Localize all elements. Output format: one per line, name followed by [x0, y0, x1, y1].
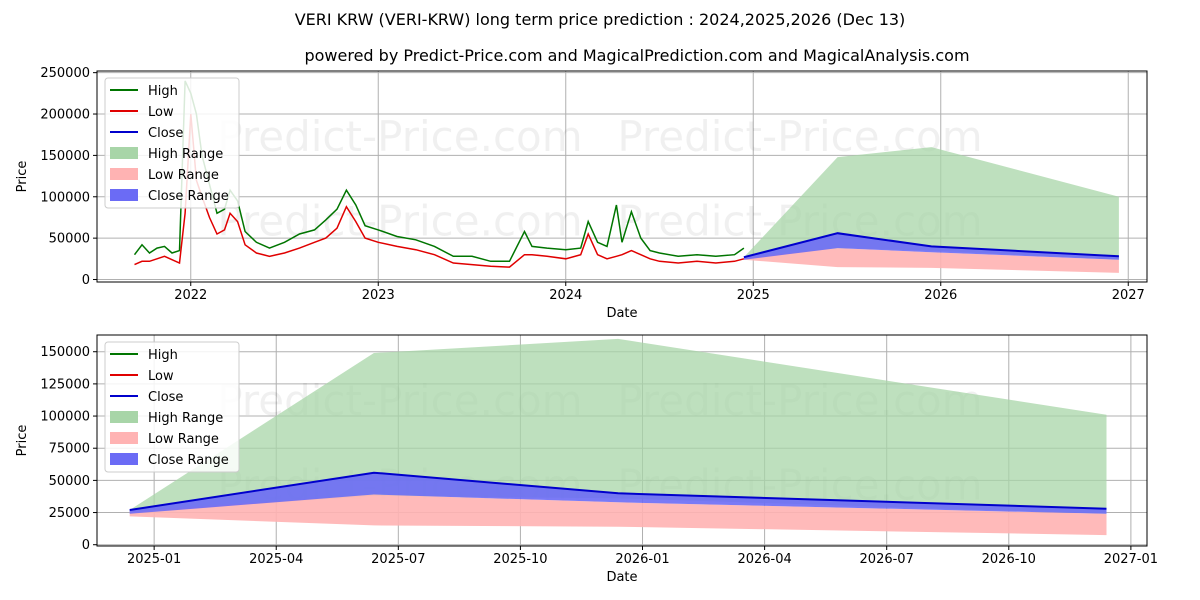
x-tick-label: 2022	[174, 288, 207, 303]
high-range-band	[129, 338, 1107, 514]
legend-box	[104, 77, 240, 209]
legend-label: Close Range	[148, 189, 229, 204]
chart-legend: High Low Close High Range Low Range Close Ran…	[104, 77, 240, 209]
legend-swatch-patch	[110, 168, 138, 180]
legend-label: High Range	[148, 147, 223, 162]
x-tick-label: 2023	[362, 288, 395, 303]
legend-label: Low	[148, 369, 174, 384]
x-tick-label: 2024	[549, 288, 582, 303]
x-tick-label: 2025	[737, 288, 770, 303]
legend-swatch-patch	[110, 432, 138, 444]
x-tick-label: 2026-07	[860, 552, 914, 567]
legend-label: High	[148, 84, 178, 99]
y-tick-label: 250000	[40, 66, 90, 81]
x-tick-label: 2025-04	[249, 552, 303, 567]
y-tick-label: 0	[82, 538, 90, 553]
y-tick-label: 150000	[40, 149, 90, 164]
top-chart-panel: Predict-Price.com Predict-Price.comPredic…	[15, 66, 1148, 321]
legend-label: Low	[148, 105, 174, 120]
legend-label: Low Range	[148, 432, 219, 447]
bottom-chart-panel: Predict-Price.comPredict-Price.comPredic…	[15, 334, 1158, 585]
legend-label: High	[148, 348, 178, 363]
x-tick-label: 2026-04	[737, 552, 791, 567]
y-tick-label: 125000	[40, 377, 90, 392]
chart-legend: High Low Close High Range Low Range Close Ran…	[104, 341, 240, 473]
y-tick-label: 50000	[49, 474, 90, 489]
x-tick-label: 2027-01	[1104, 552, 1158, 567]
x-tick-label: 2026	[924, 288, 957, 303]
plot-frame	[96, 70, 1148, 283]
legend-label: Close Range	[148, 453, 229, 468]
legend-label: Close	[148, 126, 183, 141]
y-tick-label: 100000	[40, 190, 90, 205]
low-range-band	[129, 494, 1107, 536]
legend-label: Low Range	[148, 168, 219, 183]
close-range-band	[129, 472, 1107, 514]
y-tick-label: 200000	[40, 108, 90, 123]
y-tick-label: 25000	[49, 506, 90, 521]
x-axis-label: Date	[606, 570, 637, 585]
x-tick-label: 2025-10	[493, 552, 547, 567]
legend-swatch-patch	[110, 147, 138, 159]
x-tick-label: 2026-01	[615, 552, 669, 567]
chart-subtitle: powered by Predict-Price.com and Magical…	[304, 46, 969, 65]
y-tick-label: 150000	[40, 345, 90, 360]
y-tick-label: 100000	[40, 410, 90, 425]
legend-swatch-patch	[110, 189, 138, 201]
y-axis-label: Price	[15, 161, 30, 193]
x-axis-label: Date	[606, 306, 637, 321]
close-price-line	[743, 232, 1119, 259]
x-tick-label: 2027	[1112, 288, 1145, 303]
x-tick-label: 2025-01	[127, 552, 181, 567]
plot-frame	[96, 334, 1148, 547]
x-tick-label: 2026-10	[982, 552, 1036, 567]
y-axis-label: Price	[15, 425, 30, 457]
x-tick-label: 2025-07	[371, 552, 425, 567]
legend-swatch-patch	[110, 453, 138, 465]
y-tick-label: 0	[82, 273, 90, 288]
legend-label: Close	[148, 390, 183, 405]
legend-box	[104, 341, 240, 473]
y-tick-label: 50000	[49, 232, 90, 247]
y-tick-label: 75000	[49, 442, 90, 457]
legend-label: High Range	[148, 411, 223, 426]
legend-swatch-patch	[110, 411, 138, 423]
chart-title: VERI KRW (VERI-KRW) long term price pred…	[295, 10, 906, 29]
low-range-band	[743, 248, 1119, 273]
high-range-band	[743, 147, 1119, 260]
close-price-line	[129, 471, 1107, 511]
watermark-text: Predict-Price.com	[217, 112, 582, 161]
